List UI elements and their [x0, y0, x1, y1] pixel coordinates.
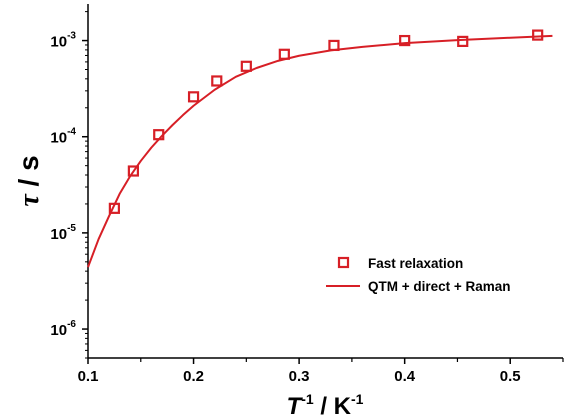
x-tick-label: 0.5 — [500, 368, 521, 385]
data-point — [127, 165, 139, 177]
data-point — [457, 35, 469, 48]
fit-line-layer — [87, 34, 553, 268]
y-axis-title: τ / s — [13, 155, 45, 206]
x-tick-label: 0.1 — [78, 368, 99, 385]
data-point — [278, 48, 290, 60]
data-point — [532, 29, 544, 41]
legend-label-fast-relaxation: Fast relaxation — [368, 256, 463, 271]
data-point — [328, 39, 340, 52]
data-point — [108, 202, 120, 214]
data-point — [399, 34, 411, 47]
x-tick-label: 0.2 — [183, 368, 204, 385]
y-ticks: 10-6 10-5 10-4 10-3 — [50, 11, 88, 359]
legend-label-fit: QTM + direct + Raman — [368, 279, 511, 294]
x-ticks: 0.1 0.2 0.3 0.4 0.5 — [78, 358, 564, 385]
data-point — [240, 60, 252, 72]
fit-line — [87, 34, 553, 268]
plot-area: 0.1 0.2 0.3 0.4 0.5 10-6 10-5 10-4 10-3 — [50, 4, 564, 385]
y-tick-label: 10-5 — [50, 223, 76, 243]
y-tick-label: 10-3 — [50, 31, 76, 51]
legend-marker-fast-relaxation — [337, 256, 350, 269]
x-tick-label: 0.4 — [394, 368, 416, 385]
data-point — [187, 91, 200, 103]
data-point — [211, 75, 223, 87]
legend: Fast relaxation QTM + direct + Raman — [326, 256, 511, 294]
y-tick-label: 10-4 — [50, 127, 76, 147]
x-tick-label: 0.3 — [289, 368, 310, 385]
x-axis-title: T-1 / K-1 — [287, 391, 364, 420]
data-point — [153, 129, 165, 141]
y-tick-label: 10-6 — [50, 319, 76, 339]
marker-layer — [108, 29, 544, 214]
